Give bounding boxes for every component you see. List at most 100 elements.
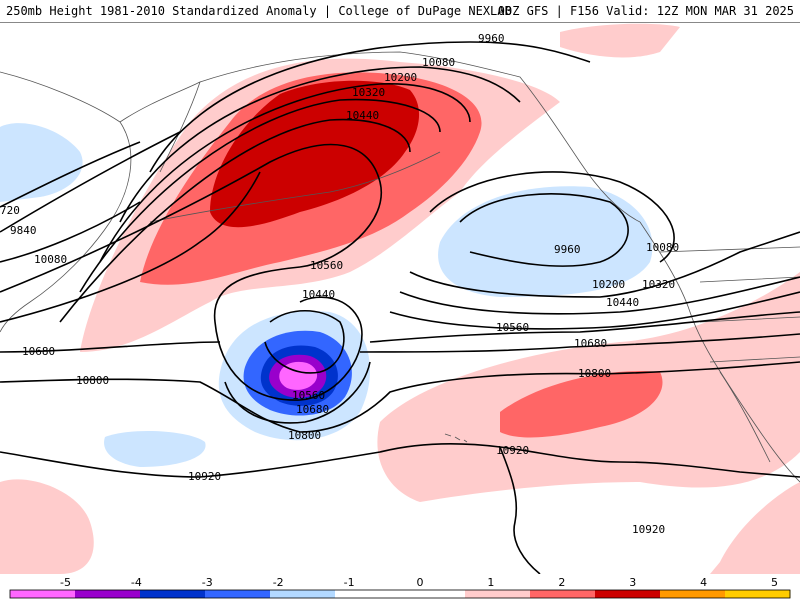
coastline-baja [719, 371, 771, 463]
negative-anomaly-shading [0, 123, 653, 467]
contour-gulf-9960 [459, 193, 629, 267]
colorbar-tick-labels: -5 -4 -3 -2 -1 0 1 2 3 4 5 [60, 576, 778, 589]
contour-9720 [0, 141, 141, 208]
colorbar-tick-label: -5 [60, 576, 71, 589]
label-9840: 9840 [10, 224, 37, 237]
label-9960-gulf: 9960 [554, 243, 581, 256]
label-10560-east: 10560 [496, 321, 529, 334]
label-720: 720 [0, 204, 20, 217]
label-10080-north: 10080 [422, 56, 455, 69]
colorbar-segment [725, 590, 791, 598]
label-10680-west: 10680 [22, 345, 55, 358]
colorbar-tick-label: 5 [771, 576, 778, 589]
label-10800-low: 10800 [288, 429, 321, 442]
anomaly-map: 9960 10080 10200 10320 10440 720 9840 10… [0, 23, 800, 574]
positive-anomaly-shading [0, 23, 800, 574]
contour-10680-ridge [0, 171, 261, 323]
label-10680-east: 10680 [574, 337, 607, 350]
anomaly-plus1-southwest [0, 479, 94, 574]
anomaly-colorbar: -5 -4 -3 -2 -1 0 1 2 3 4 5 [0, 574, 800, 600]
colorbar-segment [530, 590, 596, 598]
label-10200-east: 10200 [592, 278, 625, 291]
label-10440-east: 10440 [606, 296, 639, 309]
anomaly-minus1-west [104, 430, 206, 467]
colorbar-segment [75, 590, 141, 598]
label-10800-west: 10800 [76, 374, 109, 387]
contour-10320-east [399, 276, 800, 315]
contour-9840 [0, 131, 181, 233]
label-9960-north: 9960 [478, 32, 505, 45]
label-10920-mid: 10920 [496, 444, 529, 457]
colorbar-tick-label: 0 [417, 576, 424, 589]
contour-10800 [0, 361, 800, 433]
label-10560-low: 10560 [292, 389, 325, 402]
contour-10440 [59, 118, 411, 323]
contour-10680-east [0, 333, 800, 353]
anomaly-plus1-southeast [710, 482, 800, 574]
label-10320-north: 10320 [352, 86, 385, 99]
colorbar-segment [335, 590, 401, 598]
contour-10560-ridge [0, 143, 383, 293]
colorbar-segment [465, 590, 531, 598]
contour-10200 [99, 83, 471, 263]
border-states [699, 276, 800, 363]
label-10440-north: 10440 [346, 109, 379, 122]
contour-10440-low [264, 310, 345, 374]
label-10080-west: 10080 [34, 253, 67, 266]
coastline-alaska [199, 51, 641, 223]
colorbar-segment [595, 590, 661, 598]
label-10560-ridge: 10560 [310, 259, 343, 272]
coastlines [0, 51, 800, 483]
contour-9960-north [149, 41, 591, 173]
anomaly-minus1-asia [0, 123, 83, 202]
contour-gulf-10080 [429, 171, 675, 263]
colorbar-tick-label: 3 [629, 576, 636, 589]
colorbar-tick-label: 4 [700, 576, 707, 589]
model-valid-time: 00Z GFS | F156 Valid: 12Z MON MAR 31 202… [497, 4, 794, 18]
colorbar-tick-label: 2 [558, 576, 565, 589]
colorbar-segment [10, 590, 76, 598]
colorbar-tick-label: 1 [487, 576, 494, 589]
colorbar-segment [140, 590, 206, 598]
colorbar-swatches [9, 589, 791, 599]
colorbar-tick-label: -2 [273, 576, 284, 589]
coastline-asia [0, 71, 132, 333]
colorbar-tick-label: -1 [344, 576, 355, 589]
contour-10080-west [0, 201, 141, 263]
anomaly-plus3-core [210, 80, 420, 228]
contour-10560-east [369, 311, 800, 343]
colorbar-segment [205, 590, 271, 598]
contour-10560-low [213, 266, 363, 401]
anomaly-minus1-gulf-alaska [438, 186, 653, 297]
colorbar-segment [660, 590, 726, 598]
contour-10680-low [224, 361, 371, 424]
contour-10320 [79, 98, 441, 293]
contour-10920 [0, 442, 800, 478]
label-10440-low: 10440 [302, 288, 335, 301]
anomaly-plus1-ne [560, 23, 680, 58]
contour-labels: 9960 10080 10200 10320 10440 720 9840 10… [0, 32, 679, 536]
coastline-hawaii [444, 433, 468, 443]
label-10200-north: 10200 [384, 71, 417, 84]
contour-10440-east [389, 291, 800, 330]
border-canada [659, 246, 800, 253]
coastline-aleutians [149, 151, 441, 223]
anomaly-plus2-subtropic [500, 371, 663, 438]
colorbar-segment [270, 590, 336, 598]
label-10800-east: 10800 [578, 367, 611, 380]
coastline-north-america [639, 221, 800, 483]
contour-10920-south [499, 446, 541, 574]
colorbar-outline [9, 589, 791, 599]
map-header: 250mb Height 1981-2010 Standardized Anom… [0, 0, 800, 23]
colorbar-tick-label: -3 [202, 576, 213, 589]
label-10080-gulf: 10080 [646, 241, 679, 254]
label-10920-south: 10920 [632, 523, 665, 536]
map-title: 250mb Height 1981-2010 Standardized Anom… [6, 4, 512, 18]
label-10920-west: 10920 [188, 470, 221, 483]
label-10320-east: 10320 [642, 278, 675, 291]
label-10680-low: 10680 [296, 403, 329, 416]
height-contours [0, 41, 800, 574]
contour-10200-east [409, 231, 800, 298]
colorbar-tick-label: -4 [131, 576, 142, 589]
colorbar-segment [400, 590, 466, 598]
